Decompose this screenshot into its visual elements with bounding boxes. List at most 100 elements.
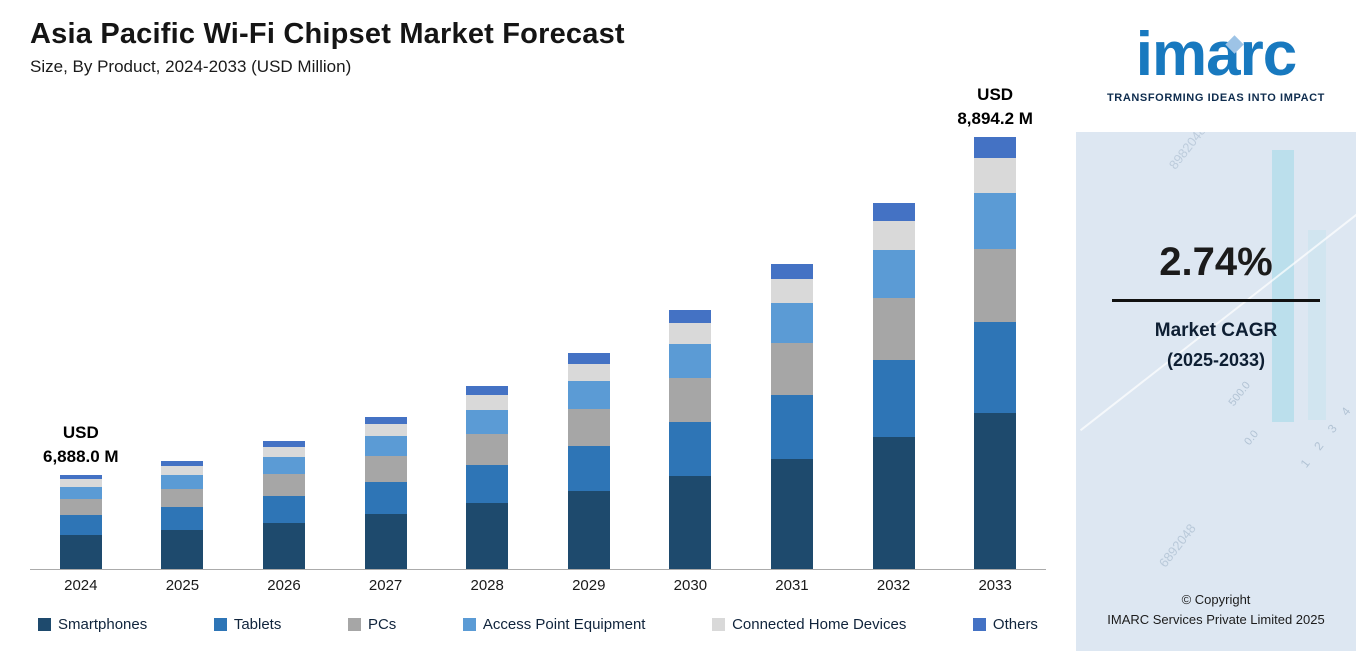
bar-column-2029 xyxy=(538,88,640,569)
bar-segment-access-point-equipment xyxy=(770,303,813,343)
bar-annotation-2033: USD 8,894.2 M xyxy=(957,85,1033,129)
bar-segment-others xyxy=(872,203,915,221)
bar-segment-pcs xyxy=(770,343,813,395)
bar-segment-tablets xyxy=(466,465,509,503)
bar-column-2026 xyxy=(233,88,335,569)
bar-segment-access-point-equipment xyxy=(466,410,509,434)
bar-segment-tablets xyxy=(364,482,407,514)
x-axis-label: 2030 xyxy=(673,577,708,594)
legend-item-tablets: Tablets xyxy=(213,616,281,633)
legend-label: PCs xyxy=(367,616,397,633)
legend-label: Smartphones xyxy=(58,616,148,633)
chart-legend: Smartphones Tablets PCs Access Point Equipm… xyxy=(38,616,1038,633)
brand-panel: 500.0 0.0 1 2 3 4 6892048 8982048 imarc … xyxy=(1076,0,1356,651)
bar-column-2028 xyxy=(436,88,538,569)
bar-segment-pcs xyxy=(669,378,712,422)
logo-tagline: TRANSFORMING IDEAS INTO IMPACT xyxy=(1106,92,1326,104)
bar-segment-pcs xyxy=(466,434,509,465)
bar-segment-smartphones xyxy=(59,535,102,569)
bar-segment-tablets xyxy=(567,446,610,491)
cagr-block: 2.74% Market CAGR (2025-2033) xyxy=(1076,240,1356,371)
bar-column-2032 xyxy=(843,88,945,569)
bar-segment-others xyxy=(770,264,813,279)
legend-swatch-icon xyxy=(38,618,51,631)
bars-plot: USD 6,888.0 M USD 8,894.2 M xyxy=(30,85,1046,570)
plot-wrap: USD 6,888.0 M USD 8,894.2 M 2024 2025 2026 202… xyxy=(30,77,1046,641)
copyright: © Copyright IMARC Services Private Limit… xyxy=(1076,590,1356,629)
bar-segment-connected-home-devices xyxy=(262,447,305,457)
bar-stack xyxy=(161,461,204,569)
bar-segment-others xyxy=(567,353,610,364)
bar-segment-pcs xyxy=(974,249,1017,322)
x-axis-label: 2027 xyxy=(368,577,403,594)
decor-text: 6892048 xyxy=(1155,520,1199,571)
bar-segment-pcs xyxy=(262,474,305,496)
bar-segment-tablets xyxy=(161,507,204,530)
bar-segment-connected-home-devices xyxy=(872,221,915,250)
bar-segment-connected-home-devices xyxy=(59,479,102,487)
chart-area: Asia Pacific Wi-Fi Chipset Market Foreca… xyxy=(30,18,1046,641)
copyright-line-2: IMARC Services Private Limited 2025 xyxy=(1107,611,1325,627)
bar-segment-pcs xyxy=(59,499,102,515)
bar-stack xyxy=(567,353,610,569)
bar-segment-tablets xyxy=(59,515,102,535)
legend-item-pcs: PCs xyxy=(347,616,397,633)
cagr-value: 2.74% xyxy=(1159,240,1273,284)
bar-column-2033: USD 8,894.2 M xyxy=(944,85,1046,569)
bar-segment-others xyxy=(161,461,204,466)
bar-segment-smartphones xyxy=(567,491,610,569)
page-subtitle: Size, By Product, 2024-2033 (USD Million… xyxy=(30,57,352,76)
legend-label: Connected Home Devices xyxy=(732,616,907,633)
cagr-period: (2025-2033) xyxy=(1166,350,1266,370)
bar-segment-tablets xyxy=(974,322,1017,413)
bar-segment-access-point-equipment xyxy=(567,381,610,409)
imarc-logo: imarc xyxy=(1136,24,1297,86)
legend-swatch-icon xyxy=(972,618,986,631)
legend-swatch-icon xyxy=(213,618,227,631)
bar-segment-tablets xyxy=(872,360,915,437)
bar-segment-access-point-equipment xyxy=(669,344,712,378)
legend-item-smartphones: Smartphones xyxy=(38,616,147,633)
bar-segment-connected-home-devices xyxy=(669,323,712,344)
x-axis-label: 2032 xyxy=(876,577,911,594)
bar-segment-access-point-equipment xyxy=(872,250,915,298)
cagr-underline xyxy=(1112,299,1320,302)
decor-text: 1 2 3 4 xyxy=(1297,399,1356,471)
logo-card: imarc TRANSFORMING IDEAS INTO IMPACT xyxy=(1076,0,1356,132)
chart-header: Asia Pacific Wi-Fi Chipset Market Foreca… xyxy=(30,18,1046,77)
bar-stack xyxy=(364,417,407,569)
bar-segment-pcs xyxy=(364,456,407,482)
legend-label: Others xyxy=(992,616,1038,633)
bar-stack xyxy=(466,386,509,569)
cagr-label: Market CAGR xyxy=(1154,320,1278,341)
x-axis-label: 2029 xyxy=(572,577,606,594)
decor-text: 0.0 xyxy=(1242,428,1262,448)
legend-item-others: Others xyxy=(972,616,1038,633)
logo-text: imarc xyxy=(1135,20,1297,89)
bar-segment-pcs xyxy=(161,489,204,507)
decor-bar-icon xyxy=(1308,230,1326,420)
bar-stack xyxy=(59,475,102,569)
bar-segment-access-point-equipment xyxy=(59,487,102,499)
bar-stack xyxy=(872,203,915,569)
bar-segment-smartphones xyxy=(872,437,915,569)
decor-text: 500.0 xyxy=(1226,379,1253,409)
bar-column-2027 xyxy=(335,88,437,569)
bar-segment-connected-home-devices xyxy=(567,364,610,381)
bar-segment-access-point-equipment xyxy=(161,475,204,489)
bar-segment-tablets xyxy=(669,422,712,476)
bar-segment-smartphones xyxy=(161,530,204,569)
bar-segment-tablets xyxy=(262,496,305,523)
copyright-line-1: © Copyright xyxy=(1181,592,1251,607)
x-axis-label: 2028 xyxy=(470,577,504,594)
legend-swatch-icon xyxy=(462,618,476,631)
bar-segment-access-point-equipment xyxy=(974,193,1017,249)
bar-segment-smartphones xyxy=(669,476,712,569)
bar-segment-connected-home-devices xyxy=(770,279,813,303)
x-axis-label: 2025 xyxy=(165,577,200,594)
legend-label: Access Point Equipment xyxy=(482,616,646,633)
bar-segment-pcs xyxy=(872,298,915,360)
bar-segment-others xyxy=(262,441,305,447)
x-axis-label: 2033 xyxy=(978,577,1012,594)
